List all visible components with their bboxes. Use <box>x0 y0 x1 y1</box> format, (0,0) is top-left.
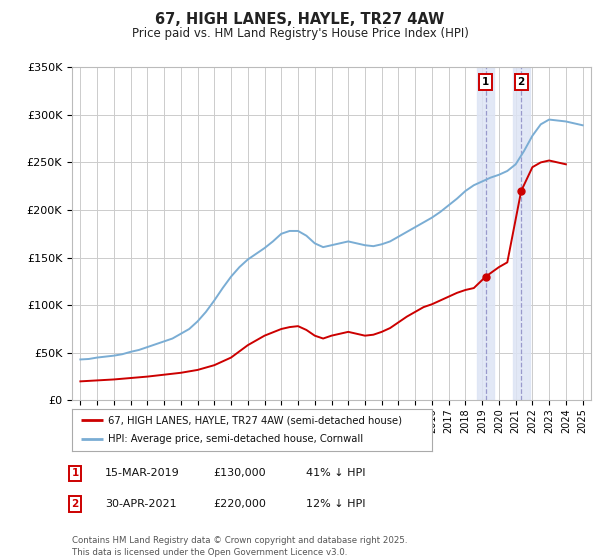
Text: 1: 1 <box>71 468 79 478</box>
Text: 41% ↓ HPI: 41% ↓ HPI <box>306 468 365 478</box>
Text: 15-MAR-2019: 15-MAR-2019 <box>105 468 180 478</box>
Text: 1: 1 <box>482 77 490 87</box>
Text: Contains HM Land Registry data © Crown copyright and database right 2025.
This d: Contains HM Land Registry data © Crown c… <box>72 536 407 557</box>
Bar <box>513 67 530 400</box>
Text: £130,000: £130,000 <box>213 468 266 478</box>
Text: HPI: Average price, semi-detached house, Cornwall: HPI: Average price, semi-detached house,… <box>108 435 363 445</box>
Bar <box>478 67 494 400</box>
Text: 2: 2 <box>71 499 79 509</box>
Text: £220,000: £220,000 <box>213 499 266 509</box>
Text: 67, HIGH LANES, HAYLE, TR27 4AW: 67, HIGH LANES, HAYLE, TR27 4AW <box>155 12 445 27</box>
Text: 12% ↓ HPI: 12% ↓ HPI <box>306 499 365 509</box>
Text: 67, HIGH LANES, HAYLE, TR27 4AW (semi-detached house): 67, HIGH LANES, HAYLE, TR27 4AW (semi-de… <box>108 415 402 425</box>
Text: 2: 2 <box>518 77 525 87</box>
Text: Price paid vs. HM Land Registry's House Price Index (HPI): Price paid vs. HM Land Registry's House … <box>131 27 469 40</box>
Text: 30-APR-2021: 30-APR-2021 <box>105 499 176 509</box>
